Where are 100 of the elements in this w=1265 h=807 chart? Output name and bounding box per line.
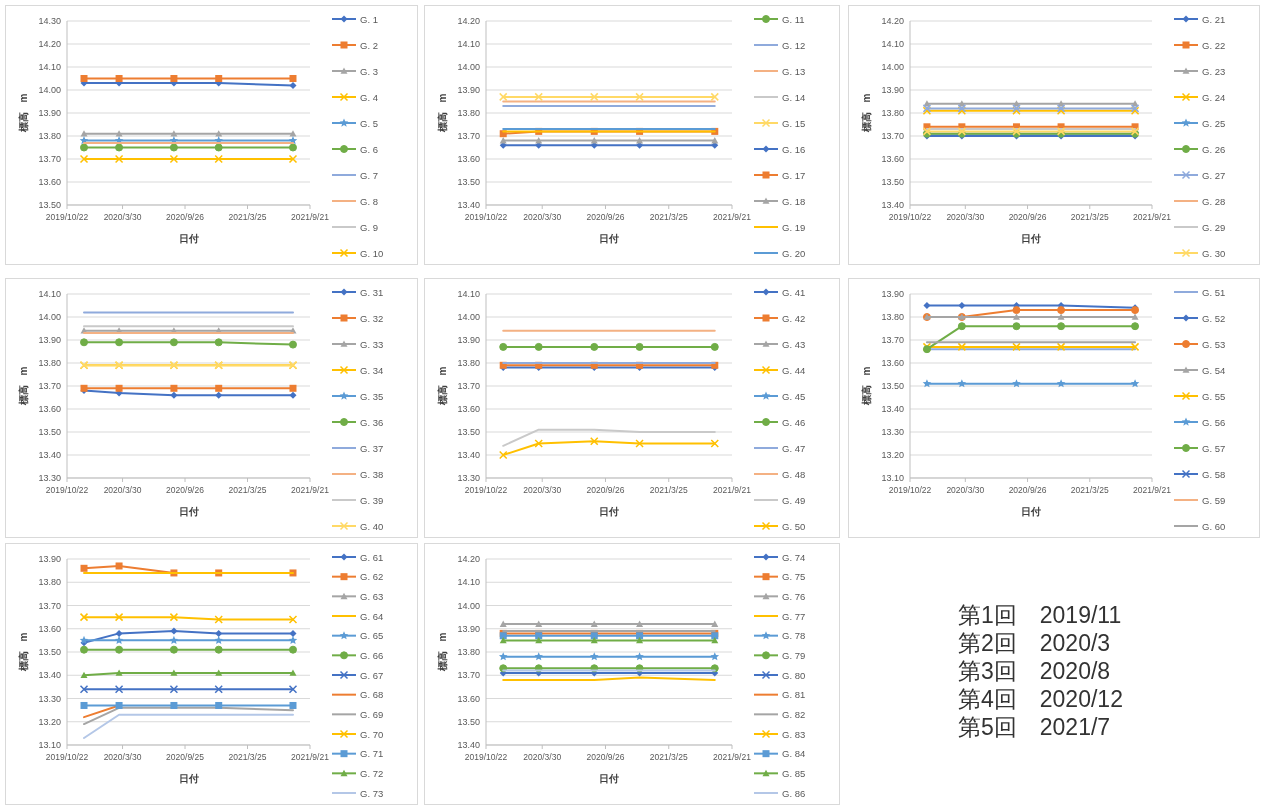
y-tick-label: 13.70 (881, 335, 904, 345)
x-tick-label: 2021/3/25 (228, 485, 267, 495)
legend-label: G. 15 (782, 117, 806, 129)
y-tick-label: 13.40 (38, 450, 61, 460)
text: 第2回 2020/3 (958, 630, 1111, 656)
legend-label: G. 80 (782, 669, 806, 681)
x-tick-label: 2019/10/22 (888, 485, 932, 495)
legend-label: G. 82 (782, 708, 806, 720)
y-tick-label: 13.50 (457, 716, 480, 727)
x-tick-label: 2019/10/22 (45, 485, 89, 495)
legend-label: G. 81 (782, 689, 806, 701)
y-tick-label: 13.10 (881, 473, 904, 483)
legend-label: G. 42 (782, 312, 806, 324)
legend-label: G. 45 (782, 390, 806, 402)
legend-label: G. 12 (782, 39, 806, 51)
x-axis-title: 日付 (1021, 233, 1041, 244)
y-tick-label: 13.60 (38, 177, 61, 187)
x-tick-label: 2021/3/25 (649, 212, 688, 222)
legend-label: G. 6 (360, 143, 378, 155)
legend-label: G. 58 (1202, 468, 1226, 480)
y-tick-label: 14.20 (457, 16, 480, 26)
legend-label: G. 33 (360, 338, 384, 350)
y-tick-label: 13.40 (457, 450, 480, 460)
y-tick-label: 14.20 (457, 554, 480, 564)
legend-label: G. 59 (1202, 494, 1226, 506)
x-axis-title: 日付 (178, 233, 199, 244)
legend-label: G. 8 (360, 195, 378, 207)
legend-label: G. 55 (1202, 390, 1226, 402)
legend-label: G. 44 (782, 364, 806, 376)
y-axis-title: 標高 m (861, 93, 872, 134)
legend-label: G. 39 (360, 494, 384, 506)
legend-label: G. 35 (360, 390, 384, 402)
y-tick-label: 13.40 (457, 200, 480, 210)
legend-label: G. 26 (1202, 143, 1226, 155)
y-tick-label: 13.50 (457, 427, 480, 437)
x-tick-label: 2021/9/21 (1133, 485, 1172, 495)
y-axis-title: 標高 m (18, 93, 29, 134)
legend-label: G. 22 (1202, 39, 1226, 51)
y-tick-label: 13.90 (881, 289, 904, 299)
x-axis-title: 日付 (178, 773, 199, 784)
y-tick-label: 13.70 (457, 131, 480, 141)
y-tick-label: 14.00 (38, 312, 61, 322)
y-tick-label: 14.20 (38, 39, 61, 49)
x-tick-label: 2021/3/25 (1070, 485, 1109, 495)
y-tick-label: 13.90 (457, 335, 480, 345)
x-tick-label: 2021/9/21 (713, 485, 752, 495)
y-tick-label: 14.10 (457, 577, 480, 588)
y-tick-label: 13.10 (38, 740, 61, 750)
legend-label: G. 14 (782, 91, 806, 103)
legend-label: G. 13 (782, 65, 806, 77)
x-tick-label: 2021/3/25 (649, 485, 688, 495)
legend-label: G. 48 (782, 468, 806, 480)
y-tick-label: 13.50 (457, 177, 480, 187)
legend-label: G. 31 (360, 286, 384, 298)
legend-label: G. 19 (782, 221, 806, 233)
legend-label: G. 43 (782, 338, 806, 350)
y-tick-label: 13.90 (457, 85, 480, 95)
y-tick-label: 13.90 (881, 85, 904, 95)
y-tick-label: 13.40 (881, 200, 904, 210)
legend-label: G. 25 (1202, 117, 1226, 129)
y-tick-label: 13.80 (38, 358, 61, 368)
x-tick-label: 2019/10/22 (464, 212, 508, 222)
legend-label: G. 61 (360, 551, 384, 563)
y-tick-label: 13.70 (38, 600, 61, 611)
legend-label: G. 23 (1202, 65, 1226, 77)
legend-label: G. 57 (1202, 442, 1226, 454)
y-tick-label: 13.60 (457, 404, 480, 414)
y-tick-label: 13.30 (38, 693, 61, 704)
y-tick-label: 14.30 (38, 16, 61, 26)
legend-label: G. 85 (782, 767, 806, 779)
y-tick-label: 13.80 (38, 577, 61, 588)
x-tick-label: 2021/9/21 (713, 212, 752, 222)
x-tick-label: 2021/9/21 (291, 485, 330, 495)
legend-label: G. 83 (782, 728, 806, 740)
x-tick-label: 2019/10/22 (45, 212, 89, 222)
x-tick-label: 2020/9/26 (586, 485, 625, 495)
y-tick-label: 13.40 (38, 670, 61, 681)
legend-label: G. 75 (782, 571, 806, 583)
y-axis-title: 標高 m (18, 632, 29, 673)
legend-label: G. 79 (782, 649, 806, 661)
y-tick-label: 13.30 (38, 473, 61, 483)
x-tick-label: 2020/3/30 (103, 752, 142, 762)
legend-label: G. 71 (360, 748, 384, 760)
text: 第4回 2020/12 (958, 686, 1123, 712)
x-tick-label: 2021/9/21 (291, 752, 330, 762)
text: 第5回 2021/7 (958, 714, 1111, 740)
legend-label: G. 41 (782, 286, 806, 298)
x-tick-label: 2019/10/22 (45, 752, 89, 762)
x-tick-label: 2021/3/25 (228, 212, 267, 222)
legend-label: G. 70 (360, 728, 384, 740)
y-tick-label: 13.60 (881, 358, 904, 368)
y-tick-label: 13.70 (881, 131, 904, 141)
y-tick-label: 13.30 (457, 473, 480, 483)
y-axis-title: 標高 m (18, 366, 29, 407)
y-tick-label: 13.90 (457, 623, 480, 634)
y-axis-title: 標高 m (437, 93, 448, 134)
legend-label: G. 78 (782, 630, 806, 642)
y-tick-label: 14.00 (38, 85, 61, 95)
y-tick-label: 14.00 (881, 62, 904, 72)
legend-label: G. 65 (360, 630, 384, 642)
